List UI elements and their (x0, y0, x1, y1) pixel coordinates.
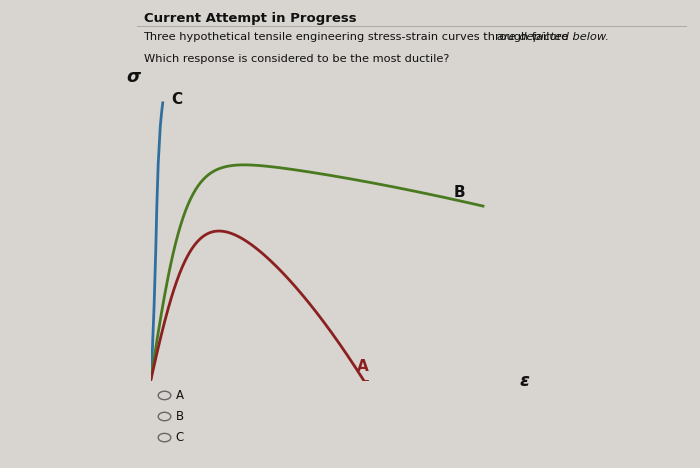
Text: C: C (172, 93, 183, 108)
Text: are depicted below.: are depicted below. (497, 32, 609, 42)
Text: σ: σ (126, 68, 140, 86)
Text: Three hypothetical tensile engineering stress-strain curves through failure: Three hypothetical tensile engineering s… (144, 32, 573, 42)
Text: Which response is considered to be the most ductile?: Which response is considered to be the m… (144, 54, 449, 64)
Text: C: C (176, 431, 184, 444)
Text: B: B (454, 185, 465, 200)
Text: ε: ε (520, 373, 530, 390)
Text: B: B (176, 410, 184, 423)
Text: A: A (176, 389, 183, 402)
Text: A: A (357, 359, 369, 374)
Text: Current Attempt in Progress: Current Attempt in Progress (144, 12, 356, 25)
